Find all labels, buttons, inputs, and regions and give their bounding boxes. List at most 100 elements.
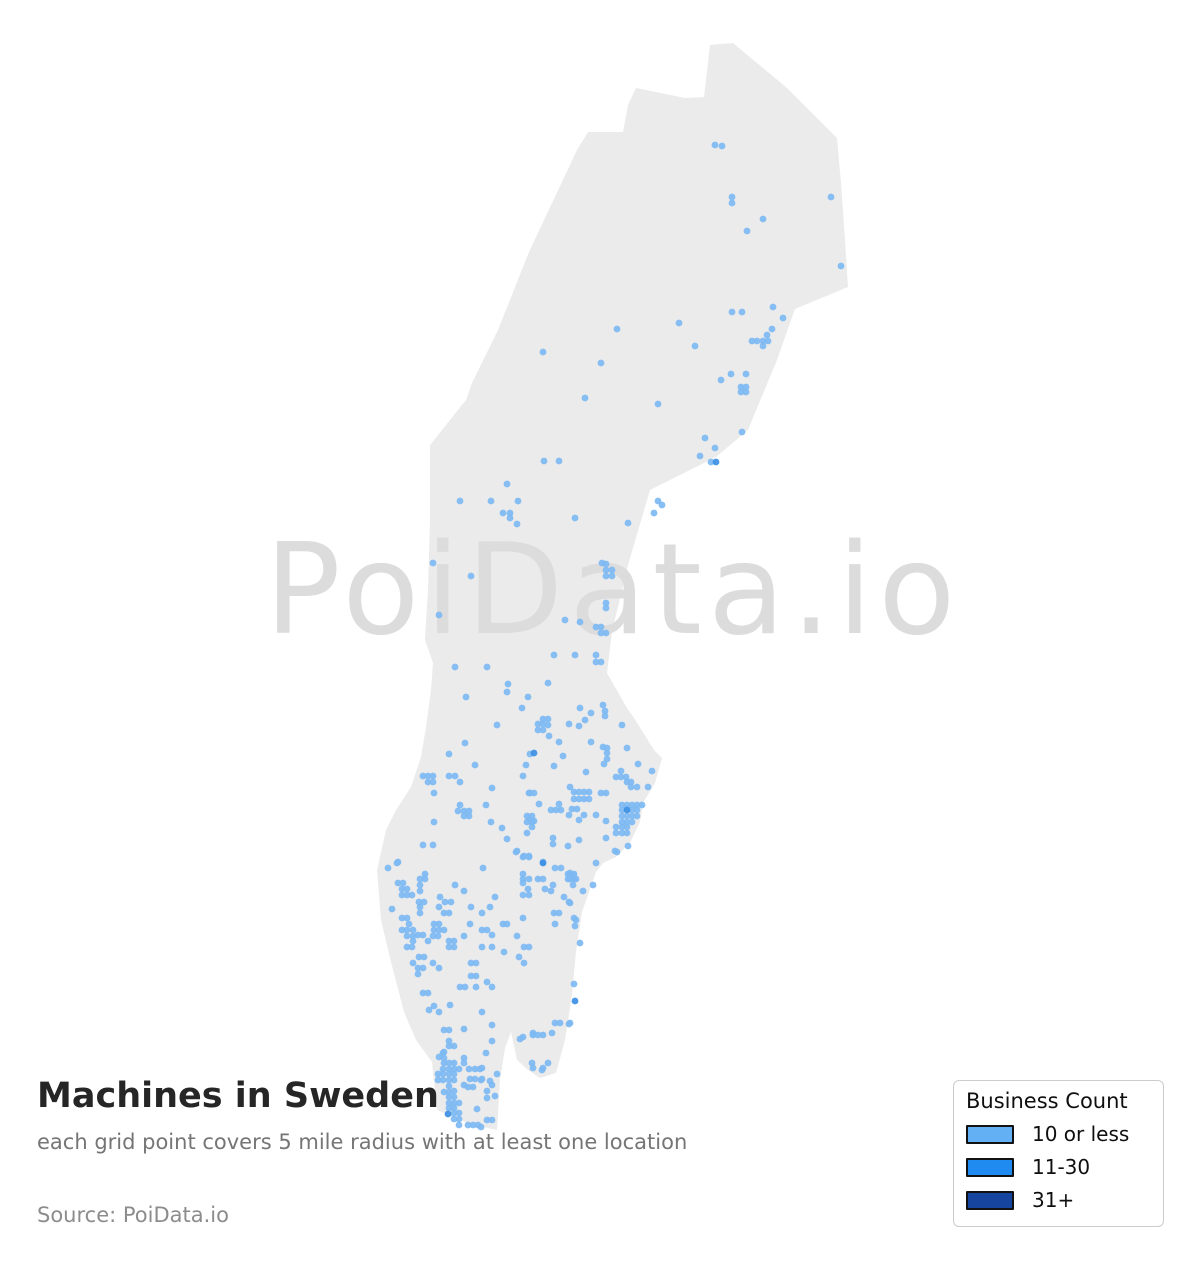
- map-dot-low: [441, 898, 449, 906]
- map-dot-low: [488, 1081, 496, 1089]
- legend-swatch-high-icon: [966, 1190, 1014, 1210]
- map-dot-low: [498, 824, 506, 832]
- map-dot-low: [478, 1075, 486, 1083]
- map-dot-low: [519, 772, 527, 780]
- map-dot-low: [488, 983, 496, 991]
- map-dot-low: [445, 1026, 453, 1034]
- map-dot-low: [466, 920, 474, 928]
- map-dot-low: [742, 388, 750, 396]
- map-dot-low: [602, 817, 610, 825]
- map-dot-low: [450, 1042, 458, 1050]
- map-dot-low: [488, 784, 496, 792]
- map-dot-low: [618, 823, 626, 831]
- map-dot-low: [597, 359, 605, 367]
- map-dot-low: [440, 909, 448, 917]
- map-dot-low: [472, 983, 480, 991]
- map-dot-low: [547, 887, 555, 895]
- map-dot-low: [569, 881, 577, 889]
- map-dot-low: [482, 801, 490, 809]
- map-dot-low: [599, 701, 607, 709]
- map-dot-low: [633, 806, 641, 814]
- map-dot-low: [440, 926, 448, 934]
- map-dot-mid: [712, 458, 720, 466]
- map-dot-low: [551, 1019, 559, 1027]
- map-dot-low: [430, 926, 438, 934]
- map-dot-low: [469, 1083, 477, 1091]
- map-dot-low: [408, 943, 416, 951]
- map-dot-low: [471, 761, 479, 769]
- map-dot-low: [451, 881, 459, 889]
- map-dot-low: [557, 806, 565, 814]
- map-dot-low: [450, 1104, 458, 1112]
- map-dot-low: [451, 772, 459, 780]
- map-dot-low: [466, 1075, 474, 1083]
- map-dot-low: [602, 789, 610, 797]
- map-dot-low: [421, 870, 429, 878]
- map-dot-low: [506, 514, 514, 522]
- map-dot-low: [513, 520, 521, 528]
- map-dot-low: [419, 989, 427, 997]
- map-dot-low: [512, 848, 520, 856]
- map-dot-low: [628, 812, 636, 820]
- map-dot-low: [462, 693, 470, 701]
- map-dot-low: [560, 893, 568, 901]
- map-dot-low: [592, 651, 600, 659]
- map-dot-low: [519, 891, 527, 899]
- map-dot-low: [728, 308, 736, 316]
- map-dot-low: [550, 651, 558, 659]
- map-dot-low: [461, 983, 469, 991]
- map-dot-low: [555, 738, 563, 746]
- map-dot-low: [600, 760, 608, 768]
- map-dot-low: [539, 875, 547, 883]
- map-dot-low: [612, 823, 620, 831]
- map-dot-low: [524, 885, 532, 893]
- map-dot-low: [544, 721, 552, 729]
- map-dot-low: [456, 778, 464, 786]
- map-dot-low: [592, 811, 600, 819]
- map-dot-low: [644, 783, 652, 791]
- map-dot-low: [487, 497, 495, 505]
- map-dot-low: [779, 314, 787, 322]
- map-dot-low: [675, 319, 683, 327]
- map-dot-low: [456, 497, 464, 505]
- map-dot-low: [525, 853, 533, 861]
- map-dot-low: [488, 1116, 496, 1124]
- map-dot-low: [568, 805, 576, 813]
- map-dot-low: [460, 812, 468, 820]
- map-dot-low: [571, 651, 579, 659]
- map-dot-low: [549, 840, 557, 848]
- map-dot-low: [728, 193, 736, 201]
- map-dot-low: [456, 983, 464, 991]
- map-dot-low: [566, 875, 574, 883]
- map-dot-low: [467, 572, 475, 580]
- map-dot-low: [602, 629, 610, 637]
- map-dot-low: [737, 383, 745, 391]
- map-dot-low: [399, 879, 407, 887]
- map-dot-low: [403, 932, 411, 940]
- map-dot-low: [447, 898, 455, 906]
- map-dot-low: [415, 953, 423, 961]
- map-dot-low: [439, 1065, 447, 1073]
- map-dot-low: [435, 964, 443, 972]
- map-dot-low: [718, 142, 726, 150]
- map-dot-low: [388, 905, 396, 913]
- map-dot-low: [488, 943, 496, 951]
- map-dot-low: [759, 342, 767, 350]
- map-dot-low: [460, 932, 468, 940]
- map-dot-low: [534, 720, 542, 728]
- map-dot-low: [445, 909, 453, 917]
- map-dot-low: [575, 795, 583, 803]
- map-dot-low: [623, 744, 631, 752]
- legend-label-mid: 11-30: [1032, 1155, 1091, 1179]
- map-dot-low: [564, 842, 572, 850]
- map-dot-low: [435, 920, 443, 928]
- map-dot-low: [737, 388, 745, 396]
- map-dot-low: [473, 1105, 481, 1113]
- map-dot-low: [471, 1075, 479, 1083]
- map-dot-low: [528, 823, 536, 831]
- map-dot-low: [499, 509, 507, 517]
- map-dot-low: [539, 1064, 547, 1072]
- map-dot-low: [618, 829, 626, 837]
- map-dot-low: [707, 458, 715, 466]
- map-dot-low: [429, 959, 437, 967]
